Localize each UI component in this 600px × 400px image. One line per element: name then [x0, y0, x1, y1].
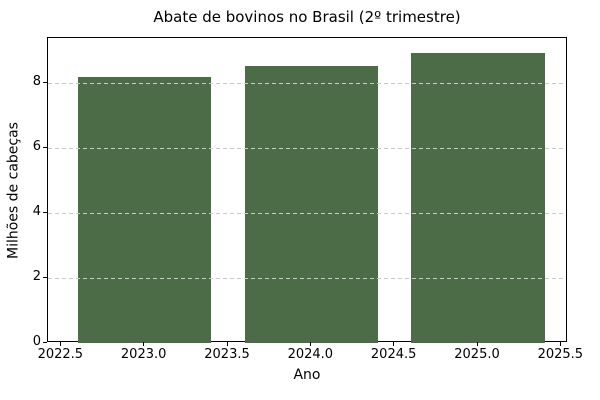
bar-2025	[411, 52, 545, 343]
y-tick-label-6: 6	[32, 139, 41, 155]
gridline-y-2	[48, 277, 566, 279]
x-tick-label-2025.5: 2025.5	[537, 347, 584, 362]
chart-title: Abate de bovinos no Brasil (2º trimestre…	[153, 8, 461, 26]
x-tick-label-2023: 2023.0	[120, 347, 167, 362]
gridline-y-6	[48, 147, 566, 149]
x-tick-2022.5	[59, 342, 61, 346]
x-tick-2024	[309, 342, 311, 346]
x-tick-2023.5	[226, 342, 228, 346]
y-tick-2	[43, 276, 47, 278]
y-tick-0	[43, 341, 47, 343]
x-tick-label-2023.5: 2023.5	[204, 347, 250, 362]
y-tick-4	[43, 211, 47, 213]
y-tick-label-8: 8	[32, 74, 41, 90]
x-axis-label: Ano	[293, 367, 321, 383]
x-tick-2025.5	[559, 342, 561, 346]
x-tick-2025	[476, 342, 478, 346]
x-tick-label-2022.5: 2022.5	[37, 347, 84, 362]
x-tick-label-2025: 2025.0	[454, 347, 500, 362]
plot-area	[47, 37, 567, 343]
y-tick-label-4: 4	[32, 204, 41, 220]
y-tick-6	[43, 146, 47, 148]
bar-2024	[244, 65, 378, 343]
gridline-y-8	[48, 82, 566, 84]
x-tick-label-2024.5: 2024.5	[370, 347, 417, 362]
y-tick-8	[43, 81, 47, 83]
y-tick-label-0: 0	[32, 334, 41, 349]
x-tick-label-2024: 2024.0	[287, 347, 334, 362]
gridline-y-4	[48, 212, 566, 214]
x-tick-2023	[143, 342, 145, 346]
x-tick-2024.5	[393, 342, 395, 346]
bar-2023	[78, 76, 212, 343]
y-tick-label-2: 2	[32, 269, 41, 285]
